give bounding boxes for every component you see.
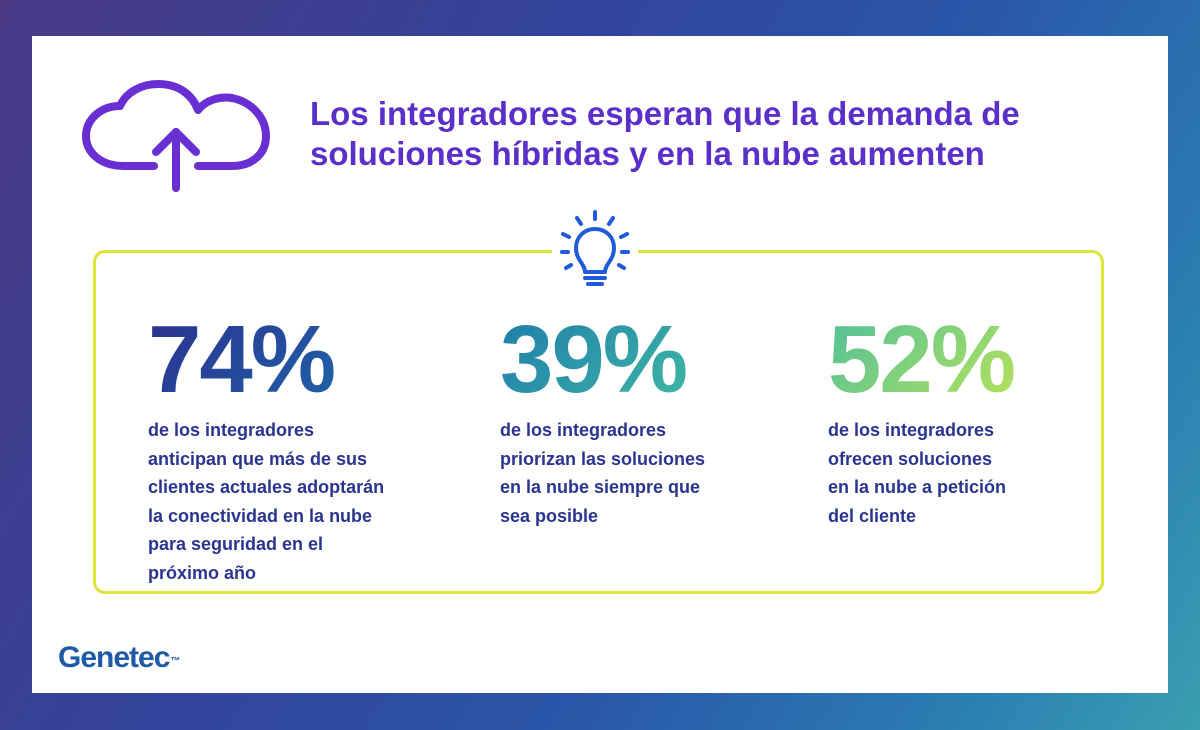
stat-description-line: ofrecen soluciones	[828, 448, 993, 469]
stat-description: de los integradores priorizan las soluci…	[500, 416, 705, 530]
stat-description-line: la conectividad en la nube	[148, 505, 373, 526]
stat-description-line: anticipan que más de sus	[148, 448, 368, 469]
stat-value: 74%	[148, 306, 336, 413]
stat-description-line: clientes actuales adoptarán	[148, 477, 385, 497]
stat-block-74: 74% de los integradores anticipan que má…	[148, 310, 384, 587]
stat-block-52: 52% de los integradores ofrecen solucion…	[828, 306, 1016, 530]
stat-description-line: de los integradores	[500, 420, 667, 440]
page-title: Los integradores esperan que la demanda …	[310, 94, 1130, 174]
title-line-2: soluciones híbridas y en la nube aumente…	[310, 135, 985, 172]
stat-block-39: 39% de los integradores priorizan las so…	[500, 310, 705, 530]
logo-wordmark: Genetec	[58, 641, 170, 674]
cloud-upload-icon	[82, 80, 270, 192]
genetec-logo: Genetec™	[58, 640, 180, 676]
lightbulb-badge	[552, 208, 638, 294]
stat-description: de los integradores ofrecen soluciones e…	[828, 416, 1014, 530]
stat-description-line: de los integradores	[148, 420, 315, 440]
stat-description-line: del cliente	[828, 505, 917, 526]
stat-description-line: sea posible	[500, 505, 599, 526]
title-line-1: Los integradores esperan que la demanda …	[310, 95, 1020, 132]
stat-value: 52%	[828, 306, 1016, 413]
lightbulb-icon	[560, 210, 630, 286]
stat-description-line: en la nube siempre que	[500, 477, 701, 497]
logo-trademark: ™	[170, 656, 181, 667]
stat-value: 39%	[500, 306, 688, 413]
stat-description-line: para seguridad en el	[148, 534, 324, 554]
stat-description-line: en la nube a petición	[828, 477, 1007, 497]
infographic-card	[32, 36, 1168, 693]
stat-description-line: de los integradores	[828, 420, 995, 440]
stat-description-line: priorizan las soluciones	[500, 448, 706, 469]
stat-description: de los integradores anticipan que más de…	[148, 416, 384, 587]
stat-description-line: próximo año	[148, 562, 257, 583]
